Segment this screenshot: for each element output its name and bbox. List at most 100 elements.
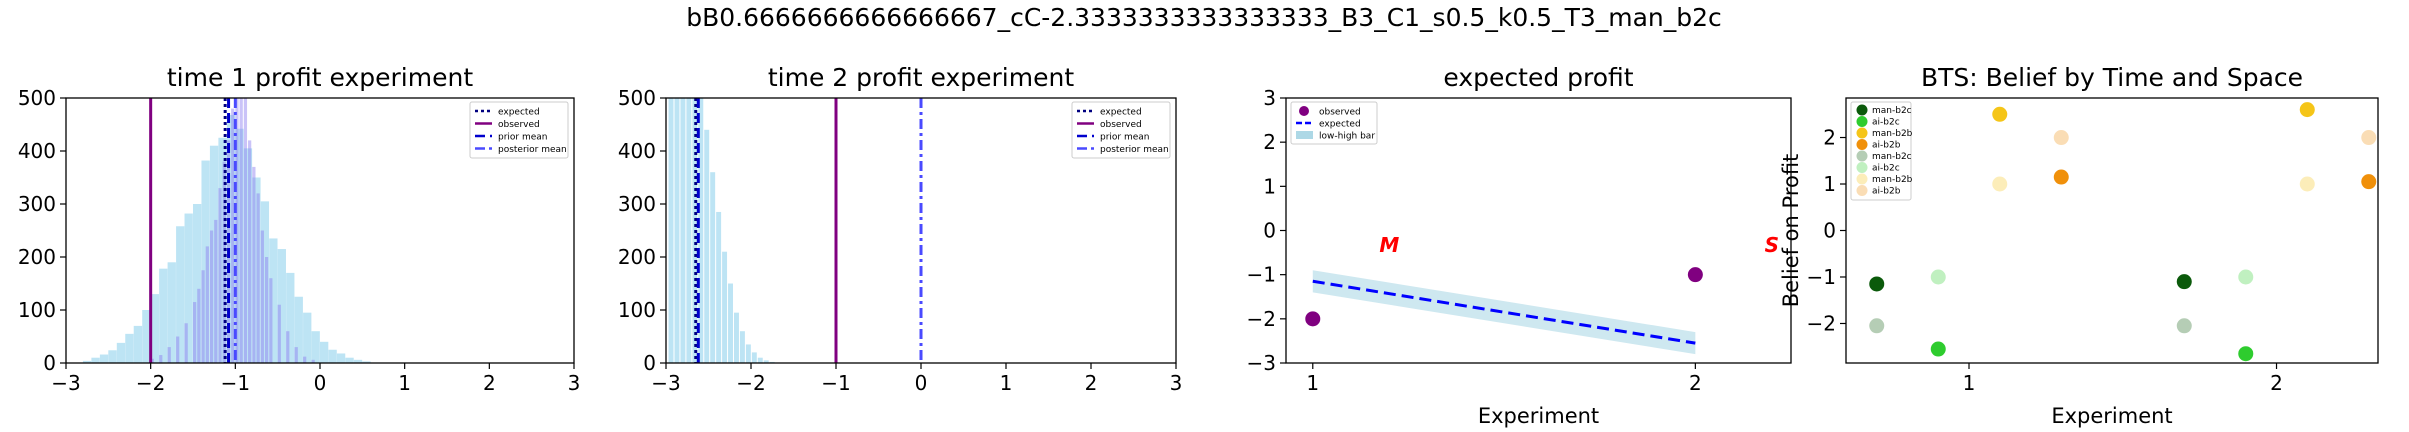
legend-swatch	[1856, 162, 1868, 173]
y-tick-label: 200	[18, 245, 56, 269]
y-tick-label: 1	[1263, 174, 1276, 198]
histogram-bar	[264, 257, 269, 363]
panel-title: expected profit	[1443, 63, 1633, 92]
y-tick-label: 500	[618, 86, 656, 110]
histogram-bar	[218, 188, 222, 363]
y-tick-label: −2	[1247, 307, 1276, 331]
histogram-bar	[243, 98, 248, 363]
histogram-bar	[336, 353, 346, 363]
x-tick-label: 1	[1000, 371, 1013, 395]
legend-label: ai-b2b	[1872, 187, 1901, 197]
histogram-bar	[150, 294, 159, 363]
panel-bts-belief: 1 2 −2 −1 0 1 2 BTS: Belief by Time and Space Ex…	[1779, 63, 2379, 428]
scatter-point-man-b2c	[1869, 276, 1885, 292]
legend-label: observed	[1319, 108, 1361, 118]
histogram-bar	[745, 344, 751, 363]
histogram-bar	[269, 238, 278, 363]
plot-area	[82, 98, 371, 363]
histogram-bar	[260, 230, 264, 363]
histogram-bar	[193, 302, 197, 363]
histogram-bar	[757, 357, 763, 363]
x-tick-label: 0	[314, 371, 327, 395]
legend-label: man-b2c	[1872, 106, 1912, 116]
y-tick-label: 100	[618, 298, 656, 322]
histogram-bar	[167, 262, 176, 363]
histogram-bar	[205, 246, 209, 363]
histogram-bar	[353, 359, 363, 363]
scatter-point-man-b2c	[2176, 274, 2192, 290]
histogram-bar	[133, 325, 143, 363]
histogram-bar	[710, 172, 716, 363]
x-tick-label: 1	[1306, 371, 1319, 395]
scatter-point-ai-b2b	[2361, 130, 2377, 146]
scatter-point-man-b2c	[1869, 318, 1885, 334]
histogram-bar	[201, 160, 210, 363]
panel-expected-profit: M S 1 2 −3 −2 −1 0 1 2 3 expected profit Experiment o…	[1247, 63, 1792, 428]
legend-label: ai-b2c	[1872, 164, 1900, 174]
histogram-bar	[311, 331, 320, 363]
histogram-bar	[209, 145, 219, 363]
legend-label: observed	[1100, 120, 1142, 130]
histogram-bar	[231, 108, 235, 363]
legend-swatch	[1856, 127, 1868, 139]
legend-box	[469, 101, 569, 159]
y-tick-label: −3	[1247, 351, 1276, 375]
panel-title: BTS: Belief by Time and Space	[1921, 63, 2303, 92]
histogram-bar	[294, 347, 298, 363]
histogram-bar	[214, 219, 218, 363]
y-tick-label: 2	[1263, 130, 1276, 154]
histogram-bar	[201, 270, 205, 363]
y-axis-label: Belief on Profit	[1779, 154, 1803, 308]
y-tick-label: 1	[1823, 172, 1836, 196]
annotation-marker: S	[1765, 233, 1779, 257]
panel-time2-histogram: −3 −2 −1 0 1 2 3 0 100 200 300 400 500 time 2 profit …	[618, 63, 1183, 395]
legend-label: low-high bar	[1319, 132, 1375, 142]
histogram-bar	[751, 352, 757, 363]
histogram-bar	[197, 288, 201, 363]
histogram-bar	[159, 355, 163, 363]
legend-label: expected	[1319, 120, 1361, 130]
histogram-bar	[167, 347, 171, 363]
y-tick-label: 100	[18, 298, 56, 322]
x-tick-label: 1	[398, 371, 411, 395]
legend-swatch	[1296, 131, 1313, 139]
scatter-point-man-b2b	[1992, 176, 2008, 192]
x-tick-label: −2	[136, 371, 165, 395]
x-axis-label: Experiment	[1478, 404, 1599, 428]
legend: expected observed prior mean posterior mean	[469, 101, 569, 159]
y-tick-label: −2	[1807, 311, 1836, 335]
legend-label: ai-b2c	[1872, 118, 1900, 128]
histogram-bar	[99, 354, 109, 363]
y-tick-label: 0	[1823, 219, 1836, 243]
histogram-bar	[239, 98, 243, 363]
expected-line	[1312, 279, 1696, 345]
annotation-marker: M	[1379, 233, 1399, 257]
scatter-point-man-b2b	[1992, 106, 2008, 122]
x-axis-label: Experiment	[2051, 404, 2172, 428]
histogram-bar	[243, 148, 253, 363]
scatter-point-ai-b2c	[1930, 341, 1946, 357]
histogram-bar	[235, 128, 244, 363]
y-tick-label: 500	[18, 86, 56, 110]
legend-swatch	[1856, 139, 1868, 150]
histogram-bar	[277, 249, 286, 363]
x-tick-label: 3	[568, 371, 581, 395]
histogram-bar	[739, 331, 745, 363]
legend-label: prior mean	[1100, 133, 1150, 143]
y-tick-label: 400	[618, 139, 656, 163]
histogram-bar	[209, 230, 214, 363]
y-tick-label: 0	[1263, 219, 1276, 243]
x-tick-label: 2	[1689, 371, 1702, 395]
histogram-bar	[256, 193, 260, 363]
low-high-band	[1312, 270, 1696, 355]
legend-label: man-b2b	[1872, 175, 1913, 185]
y-tick-label: −1	[1247, 263, 1276, 287]
x-tick-label: 2	[2270, 371, 2283, 395]
x-tick-label: 3	[1170, 371, 1183, 395]
y-tick-label: −1	[1807, 265, 1836, 289]
panel-title: time 2 profit experiment	[768, 63, 1074, 92]
y-tick-label: 300	[618, 192, 656, 216]
histogram-bar	[362, 361, 371, 363]
observed-point	[1687, 267, 1703, 283]
